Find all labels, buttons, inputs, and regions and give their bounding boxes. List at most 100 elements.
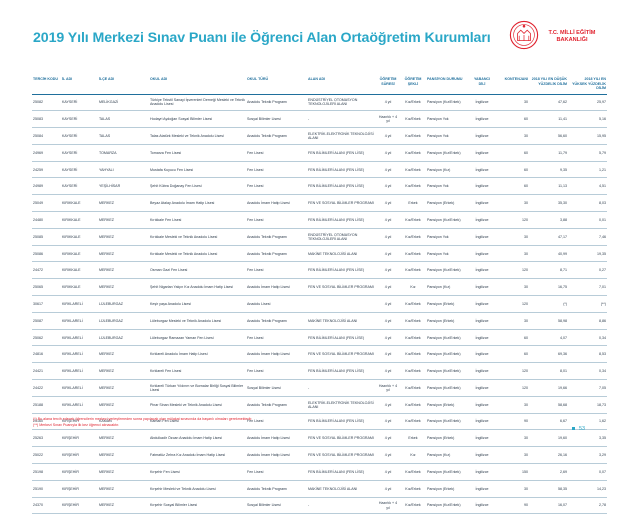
table-cell: Fen Lisesi: [246, 413, 307, 431]
table-cell: Talas Atatürk Mesleki ve Teknik Anadolu …: [149, 127, 246, 145]
table-cell: İngilizce: [470, 379, 494, 397]
table-cell: -: [307, 110, 376, 129]
table-cell: 24421: [32, 362, 61, 381]
table-cell: 60: [494, 110, 529, 129]
table-cell: İngilizce: [470, 463, 494, 481]
schools-table: TERCİH KODU İL ADI İLÇE ADI OKUL ADI OKUL TÜ…: [32, 76, 607, 514]
table-row: 25062 KIRKLARELİ LÜLEBURGAZ Lüleburgaz Rama…: [32, 329, 607, 347]
table-cell: Pansiyon Yok: [426, 245, 470, 263]
table-cell: 47,62: [529, 94, 568, 112]
column-header: OKUL ADI: [150, 77, 168, 81]
table-cell: MERKEZ: [98, 211, 149, 229]
table-cell: 30617: [32, 295, 61, 313]
table-cell: 2,69: [529, 463, 568, 481]
column-header: İLÇE ADI: [99, 77, 115, 81]
table-cell: İngilizce: [470, 362, 494, 381]
table-cell: MAKİNE TEKNOLOJİSİ ALANI: [307, 245, 376, 263]
table-cell: Anadolu Teknik Programı: [246, 94, 307, 112]
table-cell: 25188: [32, 396, 61, 414]
table-cell: ENDÜSTRİYEL OTOMASYON TEKNOLOJİLERİ ALAN…: [307, 94, 376, 112]
table-cell: 19,66: [529, 379, 568, 397]
table-cell: Pansiyon (Kız): [426, 161, 470, 179]
table-cell: 8,03: [568, 194, 607, 213]
table-cell: 4 yıl: [376, 362, 400, 381]
table-cell: Hazırlık + 4 yıl: [376, 110, 400, 129]
table-cell: FEN BİLİMLERİ ALANI (FEN LİSE): [307, 177, 376, 196]
table-cell: 1,21: [568, 161, 607, 179]
table-cell: MERKEZ: [98, 446, 149, 465]
table-cell: Pansiyon (Kız/Erkek): [426, 144, 470, 162]
table-cell: Kız/Erkek: [400, 463, 426, 481]
table-cell: FEN BİLİMLERİ ALANI (FEN LİSE): [307, 161, 376, 179]
table-cell: KIRŞEHİR: [61, 480, 98, 498]
table-cell: 56,60: [529, 127, 568, 145]
table-cell: 120: [494, 295, 529, 313]
table-cell: 30: [494, 245, 529, 263]
table-cell: 4 yıl: [376, 396, 400, 414]
meb-logo: T.C. MİLLİ EĞİTİM BAKANLIĞI: [508, 18, 604, 66]
table-cell: KAYSERİ: [61, 161, 98, 179]
meb-emblem-icon: [509, 20, 539, 50]
table-cell: 4 yıl: [376, 429, 400, 448]
table-cell: (**): [568, 295, 607, 313]
table-cell: TALAS: [98, 127, 149, 145]
table-cell: YAHYALI: [98, 161, 149, 179]
table-cell: Pansiyon Yok: [426, 177, 470, 196]
table-cell: 24480: [32, 211, 61, 229]
table-cell: KIRIKKALE: [61, 278, 98, 297]
table-row: 25190 KIRŞEHİR MERKEZ Kırşehir Mesleki ve T…: [32, 480, 607, 498]
column-header: ÖĞRETİM SÜRESİ: [379, 77, 397, 86]
table-row: 25083 KAYSERİ TALAS Hodayri Aydoğan Sosyal …: [32, 110, 607, 129]
table-cell: 11,13: [529, 177, 568, 196]
table-cell: Pansiyon (Kız/Erkek): [426, 94, 470, 112]
table-cell: 25,97: [568, 94, 607, 112]
table-cell: FEN BİLİMLERİ ALANI (FEN LİSE): [307, 329, 376, 347]
table-cell: Pinar Sinan Mesleki ve Teknik Anadolu Li…: [149, 396, 246, 414]
table-cell: FEN BİLİMLERİ ALANI (FEN LİSE): [307, 261, 376, 280]
table-row: 24259 KAYSERİ YAHYALI Mustafa Kuyucu Fen Li…: [32, 161, 607, 179]
table-cell: Şehit Nigarlan Yalçın Kız Anadolu İmam H…: [149, 278, 246, 297]
table-cell: Pansiyon (Kız/Erkek): [426, 345, 470, 364]
table-cell: KAMAN: [98, 413, 149, 431]
table-cell: İngilizce: [470, 245, 494, 263]
table-cell: Kız/Erkek: [400, 362, 426, 381]
table-cell: Anadolu Teknik Programı: [246, 127, 307, 145]
column-header: 2018 YILI EN DÜŞÜK YÜZDELİK DİLİM: [531, 77, 567, 86]
table-cell: Pansiyon (Kız/Erkek): [426, 211, 470, 229]
column-header: TERCİH KODU: [33, 77, 58, 81]
table-cell: Kız/Erkek: [400, 245, 426, 263]
table-cell: 3,29: [568, 446, 607, 465]
table-cell: Anadolu İmam Hatip Lisesi: [246, 194, 307, 213]
table-cell: KAYSERİ: [61, 94, 98, 112]
table-cell: Pansiyon (Kız/Erkek): [426, 379, 470, 397]
table-cell: KIRKLARELİ: [61, 362, 98, 381]
table-cell: Anadolu İmam Hatip Lisesi: [246, 446, 307, 465]
table-cell: 30: [494, 429, 529, 448]
table-cell: İngilizce: [470, 413, 494, 431]
table-cell: 18,73: [568, 396, 607, 414]
table-cell: MERKEZ: [98, 480, 149, 498]
table-cell: Kız/Erkek: [400, 228, 426, 246]
table-cell: -: [307, 497, 376, 514]
table-cell: KIRIKKALE: [61, 245, 98, 263]
table-cell: KAYSERİ: [61, 110, 98, 129]
table-cell: -: [307, 379, 376, 397]
table-cell: 30: [494, 278, 529, 297]
table-cell: Türkiye Tekstil Sanayi İşverenleri Derne…: [149, 94, 246, 112]
table-cell: Fen Lisesi: [246, 177, 307, 196]
table-cell: Kız/Erkek: [400, 261, 426, 280]
table-cell: 0,27: [568, 261, 607, 280]
table-cell: 7,01: [568, 278, 607, 297]
table-cell: 25263: [32, 429, 61, 448]
table-cell: FEN VE SOSYAL BİLİMLER PROGRAMI: [307, 446, 376, 465]
table-cell: Kız/Erkek: [400, 480, 426, 498]
table-cell: Hazırlık + 4 yıl: [376, 497, 400, 514]
table-cell: 4 yıl: [376, 463, 400, 481]
table-cell: 25086: [32, 245, 61, 263]
table-cell: ENDÜSTRİYEL OTOMASYON TEKNOLOJİLERİ ALAN…: [307, 228, 376, 246]
table-cell: MERKEZ: [98, 228, 149, 246]
table-cell: KIRIKKALE: [61, 261, 98, 280]
table-cell: İngilizce: [470, 429, 494, 448]
table-cell: Pansiyon Yok: [426, 110, 470, 129]
table-cell: KIRIKKALE: [61, 211, 98, 229]
